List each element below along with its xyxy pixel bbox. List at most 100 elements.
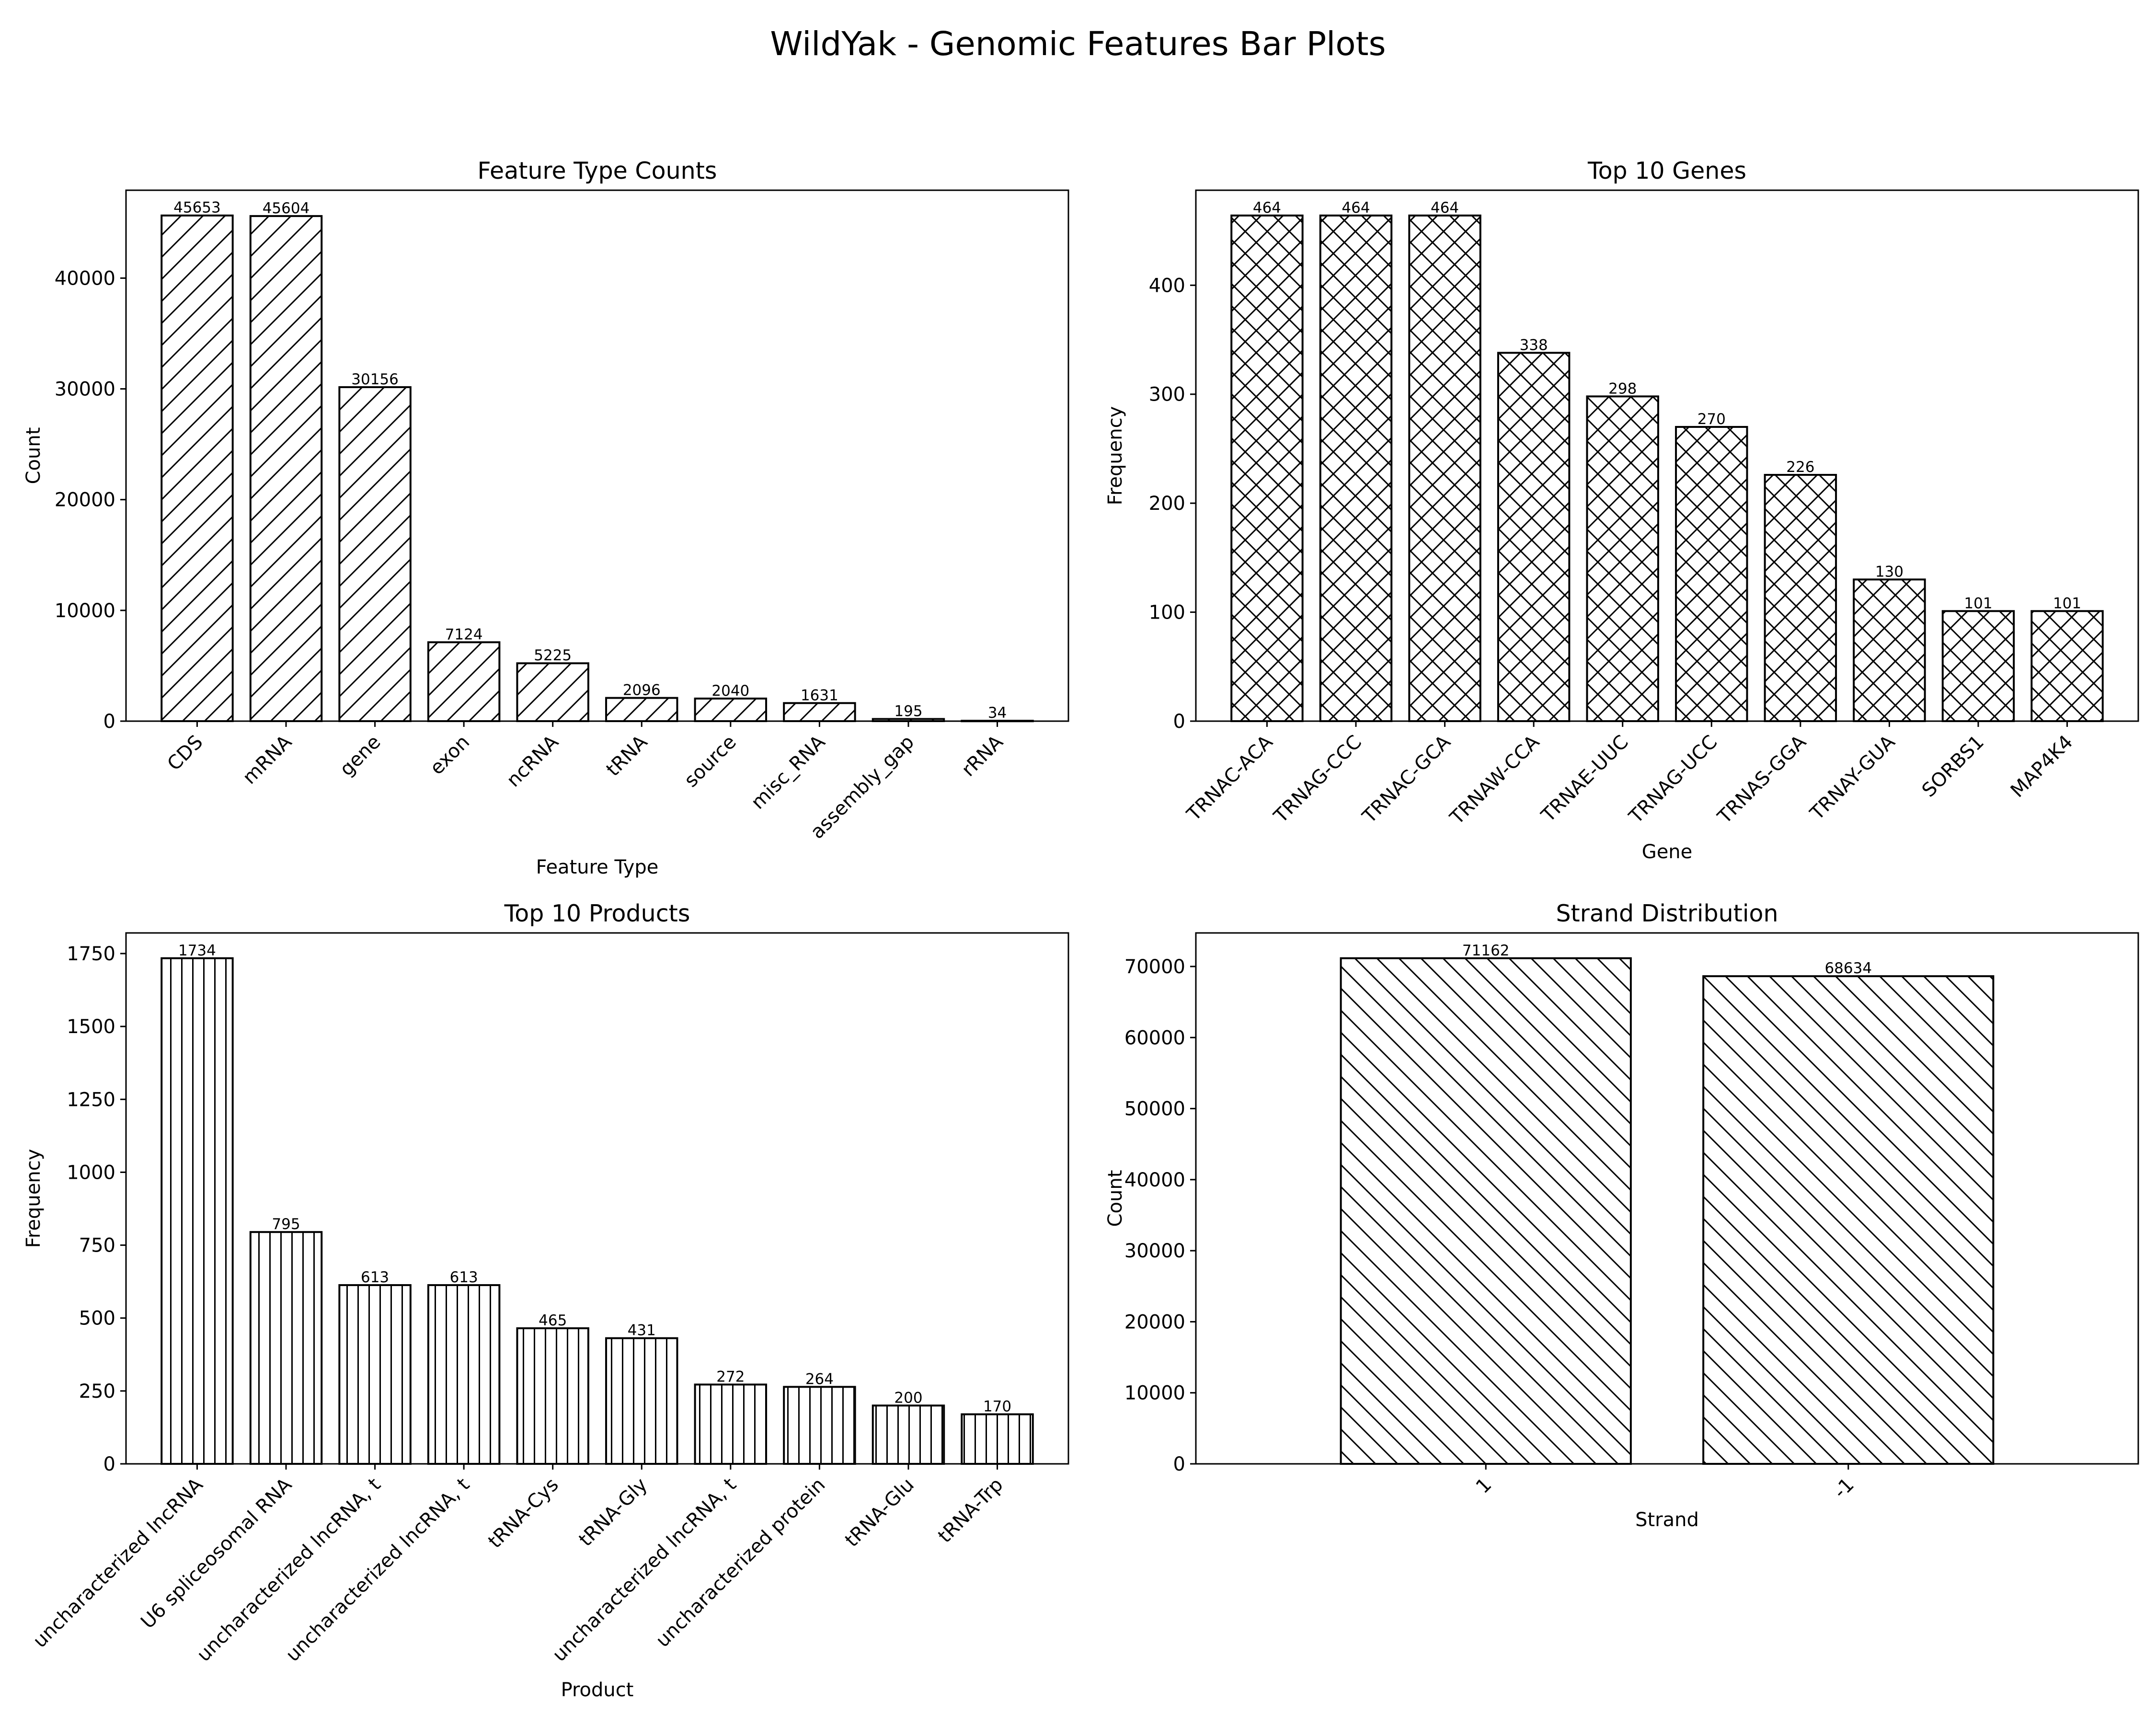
x-axis-label: Product xyxy=(561,1679,634,1701)
x-tick-label: tRNA-Cys xyxy=(484,1474,563,1553)
y-tick-label: 20000 xyxy=(55,489,115,511)
chart-panel: Strand Distribution 71162 68634 0 10000 20000… xyxy=(1104,900,2139,1531)
bar-value-label: 101 xyxy=(2053,595,2081,612)
bar xyxy=(1941,610,2015,723)
bar-value-label: 71162 xyxy=(1462,942,1510,959)
bar-value-label: 34 xyxy=(988,704,1007,722)
bar-value-label: 101 xyxy=(1964,595,1992,612)
chart-panel: Top 10 Products 1734 795 613 613 465 431 272 264… xyxy=(23,900,1069,1701)
chart-panel: Feature Type Counts 45653 45604 30156 7124 52… xyxy=(23,157,1069,878)
y-tick-label: 10000 xyxy=(1124,1382,1185,1404)
bar-value-label: 1734 xyxy=(178,942,216,959)
bar-value-label: 338 xyxy=(1520,336,1548,354)
bar xyxy=(161,214,234,723)
x-tick-label: TRNAY-GUA xyxy=(1806,731,1900,825)
y-axis-label: Count xyxy=(23,427,45,484)
axes-frame xyxy=(125,932,1069,1465)
figure-title: WildYak - Genomic Features Bar Plots xyxy=(770,25,1386,63)
y-tick-label: 0 xyxy=(1173,1453,1185,1475)
x-tick-label: CDS xyxy=(163,731,207,775)
bar-value-label: 298 xyxy=(1608,380,1637,397)
y-tick-label: 100 xyxy=(1149,602,1185,624)
y-tick-label: 40000 xyxy=(1124,1169,1185,1191)
y-tick-label: 200 xyxy=(1149,493,1185,515)
bar xyxy=(516,1327,589,1465)
x-tick-label: tRNA-Trp xyxy=(934,1474,1007,1547)
y-tick-label: 250 xyxy=(79,1380,115,1403)
bar-value-label: 270 xyxy=(1697,411,1726,428)
x-axis-label: Strand xyxy=(1635,1509,1699,1531)
y-tick-label: 20000 xyxy=(1124,1311,1185,1333)
bar-value-label: 30156 xyxy=(351,371,399,388)
bar-value-label: 264 xyxy=(805,1370,834,1388)
bar xyxy=(1230,214,1304,722)
chart-title: Feature Type Counts xyxy=(478,157,717,184)
bar-value-label: 170 xyxy=(983,1398,1011,1415)
x-axis-label: Gene xyxy=(1642,841,1693,863)
bar-value-label: 2040 xyxy=(711,682,749,700)
y-tick-label: 10000 xyxy=(55,600,115,622)
bar-value-label: 45653 xyxy=(173,199,221,217)
bar-value-label: 1631 xyxy=(801,687,838,704)
y-tick-label: 1000 xyxy=(67,1162,115,1184)
bar xyxy=(427,641,501,722)
chart-title: Top 10 Products xyxy=(504,900,690,927)
bar xyxy=(1319,214,1393,722)
bar-value-label: 431 xyxy=(628,1322,656,1339)
y-tick-label: 300 xyxy=(1149,384,1185,406)
bar xyxy=(249,215,323,722)
x-axis-label: Feature Type xyxy=(536,856,659,878)
bar xyxy=(1675,426,1748,722)
x-tick-label: 1 xyxy=(1472,1474,1496,1498)
x-tick-label: TRNAG-UCC xyxy=(1625,731,1721,828)
y-axis-label: Frequency xyxy=(23,1149,45,1248)
bar-value-label: 45604 xyxy=(263,200,310,217)
bar xyxy=(161,957,234,1465)
x-tick-label: tRNA xyxy=(602,731,652,781)
bar xyxy=(694,697,768,723)
bar xyxy=(694,1383,768,1465)
x-tick-label: SORBS1 xyxy=(1918,731,1988,802)
bar-value-label: 195 xyxy=(894,702,922,720)
y-tick-label: 1500 xyxy=(67,1016,115,1038)
bar xyxy=(516,662,589,723)
x-tick-label: U6 spliceosomal RNA xyxy=(137,1473,296,1633)
x-tick-label: source xyxy=(680,731,740,792)
x-tick-label: ncRNA xyxy=(503,731,563,792)
bar xyxy=(1408,214,1481,722)
x-tick-label: uncharacterized lncRNA, t xyxy=(193,1474,385,1666)
y-axis-label: Frequency xyxy=(1104,406,1126,506)
bar xyxy=(1586,395,1659,722)
bar xyxy=(1497,352,1571,722)
x-tick-label: tRNA-Gly xyxy=(574,1474,652,1551)
bar-value-label: 130 xyxy=(1875,563,1904,580)
x-tick-label: uncharacterized lncRNA, t xyxy=(282,1474,474,1666)
bar xyxy=(605,1337,678,1465)
x-tick-label: uncharacterized protein xyxy=(652,1474,829,1652)
y-axis-label: Count xyxy=(1104,1170,1126,1227)
bar xyxy=(1340,957,1632,1465)
bar-value-label: 5225 xyxy=(534,647,572,664)
bar-value-label: 68634 xyxy=(1824,960,1872,977)
chart-title: Top 10 Genes xyxy=(1587,157,1746,184)
y-tick-label: 0 xyxy=(1173,711,1185,733)
y-tick-label: 1250 xyxy=(67,1089,115,1111)
axes-frame xyxy=(1195,932,2139,1465)
bar xyxy=(2030,610,2104,723)
y-tick-label: 1750 xyxy=(67,943,115,965)
x-tick-label: uncharacterized lncRNA, t xyxy=(548,1474,740,1666)
y-tick-label: 400 xyxy=(1149,275,1185,297)
y-tick-label: 50000 xyxy=(1124,1098,1185,1120)
x-tick-label: mRNA xyxy=(239,731,297,789)
x-tick-label: MAP4K4 xyxy=(2007,731,2077,802)
x-tick-label: -1 xyxy=(1829,1474,1858,1503)
y-tick-label: 30000 xyxy=(1124,1240,1185,1262)
bar-value-label: 795 xyxy=(272,1216,300,1233)
bar-value-label: 2096 xyxy=(623,682,661,699)
bar-value-label: 200 xyxy=(894,1389,922,1406)
bar xyxy=(872,1404,945,1465)
y-tick-label: 0 xyxy=(103,711,115,733)
x-tick-label: TRNAS-GGA xyxy=(1713,731,1811,828)
axes-frame xyxy=(125,189,1069,722)
